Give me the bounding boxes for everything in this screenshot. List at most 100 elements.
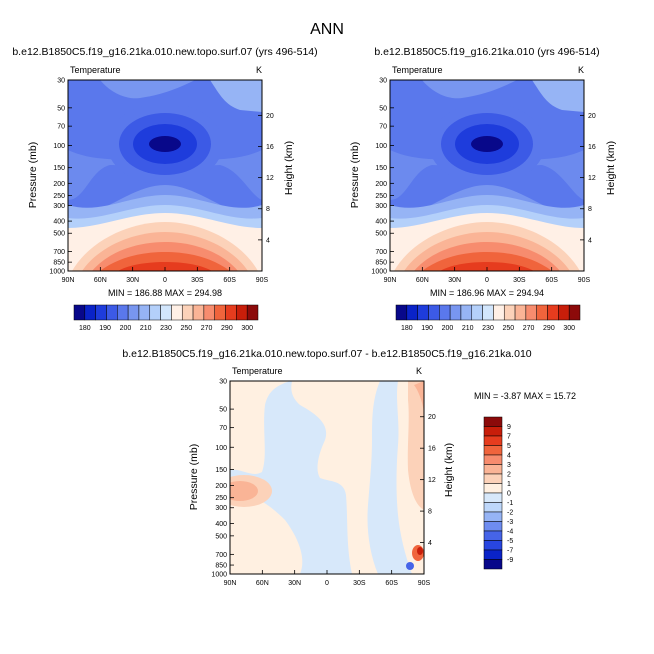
panel-2-units: K [578, 65, 584, 75]
colorbar-swatch [483, 473, 503, 484]
panel-3-ylabel: Pressure (mb) [188, 444, 200, 511]
colorbar-label: 210 [140, 325, 152, 332]
colorbar-label: 5 [507, 443, 511, 450]
y-tick-label: 150 [53, 165, 65, 172]
colorbar-swatch [514, 304, 527, 321]
colorbar-swatch [160, 304, 172, 321]
y-tick-label: 1000 [211, 572, 227, 579]
panel-3-variable: Temperature [232, 366, 283, 376]
colorbar-swatch [483, 416, 503, 427]
x-tick-label: 90S [256, 277, 269, 284]
y-tick-label: 700 [375, 249, 387, 256]
x-tick-label: 60S [385, 580, 398, 587]
y-tick-label: 250 [375, 193, 387, 200]
y-tick-label: 100 [375, 143, 387, 150]
y2-tick-label: 4 [588, 237, 592, 244]
panel-1-y2label: Height (km) [283, 141, 295, 195]
panel-2-stats: MIN = 186.96 MAX = 294.94 [430, 288, 544, 298]
colorbar-swatch [525, 304, 537, 321]
colorbar-label: 290 [221, 325, 233, 332]
x-tick-label: 30S [513, 277, 526, 284]
panel-1-ylabel: Pressure (mb) [27, 142, 39, 209]
colorbar-swatch [95, 304, 107, 321]
contour-band [417, 547, 423, 555]
colorbar-label: 200 [442, 325, 454, 332]
panel-2-y2-ticks: 20 16 12 8 4 [580, 113, 596, 244]
x-tick-label: 90N [62, 277, 75, 284]
colorbar-swatch [127, 304, 140, 321]
colorbar-label: -5 [507, 538, 513, 545]
colorbar-swatch [406, 304, 418, 321]
y-tick-label: 500 [53, 231, 65, 238]
colorbar-label: 0 [507, 491, 511, 498]
x-tick-label: 90N [224, 580, 237, 587]
colorbar-label: -7 [507, 548, 513, 555]
y-tick-label: 30 [379, 78, 387, 85]
panel-1: b.e12.B1850C5.f19_g16.21ka.010.new.topo.… [12, 46, 317, 332]
x-tick-label: 0 [325, 580, 329, 587]
panel-3-y2-ticks: 20 16 12 8 4 [420, 414, 436, 547]
colorbar-swatch [428, 304, 440, 321]
panel-2-y-ticks: 30 50 70 100 150 200 250 300 400 500 700 850 1000 [371, 78, 394, 276]
y2-tick-label: 12 [588, 175, 596, 182]
y-tick-label: 700 [53, 249, 65, 256]
colorbar-label: 250 [180, 325, 192, 332]
colorbar-swatch [192, 304, 205, 321]
colorbar-swatch [483, 549, 503, 560]
y-tick-label: 400 [53, 219, 65, 226]
colorbar-label: 2 [507, 472, 511, 479]
colorbar-swatch [84, 304, 96, 321]
x-tick-label: 60S [545, 277, 558, 284]
panel-1-y2-ticks: 20 16 12 8 4 [258, 113, 274, 244]
y-tick-label: 50 [57, 105, 65, 112]
colorbar-swatch [483, 426, 503, 437]
panel-2-contours [390, 80, 584, 271]
colorbar-swatch [483, 435, 503, 446]
y-tick-label: 500 [215, 533, 227, 540]
contour-band [406, 562, 414, 570]
panel-2-title: b.e12.B1850C5.f19_g16.21ka.010 (yrs 496-… [374, 46, 599, 58]
colorbar-swatch [246, 304, 259, 321]
contour-band [414, 381, 424, 412]
x-tick-label: 30S [353, 580, 366, 587]
y-tick-label: 850 [53, 260, 65, 267]
x-tick-label: 60S [223, 277, 236, 284]
colorbar-swatch [417, 304, 429, 321]
colorbar-swatch [483, 511, 503, 522]
colorbar-label: -4 [507, 529, 513, 536]
y2-tick-label: 8 [266, 206, 270, 213]
panel-3-colorbar: 9 7 5 4 3 2 1 0 -1 -2 -3 -4 -5 -7 -9 [483, 416, 513, 570]
y-tick-label: 850 [375, 260, 387, 267]
colorbar-swatch [439, 304, 451, 321]
page-title: ANN [310, 21, 344, 38]
y2-tick-label: 4 [266, 237, 270, 244]
colorbar-swatch [236, 304, 248, 321]
y2-tick-label: 16 [588, 144, 596, 151]
colorbar-label: 230 [482, 325, 494, 332]
colorbar-swatch [483, 445, 503, 456]
panel-1-variable: Temperature [70, 65, 121, 75]
colorbar-label: 9 [507, 424, 511, 431]
colorbar-label: -3 [507, 519, 513, 526]
y2-tick-label: 16 [428, 446, 436, 453]
y-tick-label: 100 [53, 143, 65, 150]
colorbar-swatch [225, 304, 237, 321]
colorbar-swatch [138, 304, 151, 321]
contour-band [440, 262, 534, 271]
panel-1-colorbar: 180 190 200 210 230 250 270 290 300 [73, 304, 259, 332]
panel-1-y-ticks: 30 50 70 100 150 200 250 300 400 500 700 850 1000 [49, 78, 72, 276]
x-tick-label: 30S [191, 277, 204, 284]
colorbar-label: 230 [160, 325, 172, 332]
y2-tick-label: 8 [428, 509, 432, 516]
x-tick-label: 60N [94, 277, 107, 284]
contour-band [149, 136, 181, 152]
y-tick-label: 70 [379, 124, 387, 131]
colorbar-label: 250 [502, 325, 514, 332]
panel-1-units: K [256, 65, 262, 75]
colorbar-swatch [482, 304, 494, 321]
colorbar-label: 1 [507, 481, 511, 488]
x-tick-label: 30N [448, 277, 461, 284]
y2-tick-label: 8 [588, 206, 592, 213]
y-tick-label: 250 [53, 193, 65, 200]
